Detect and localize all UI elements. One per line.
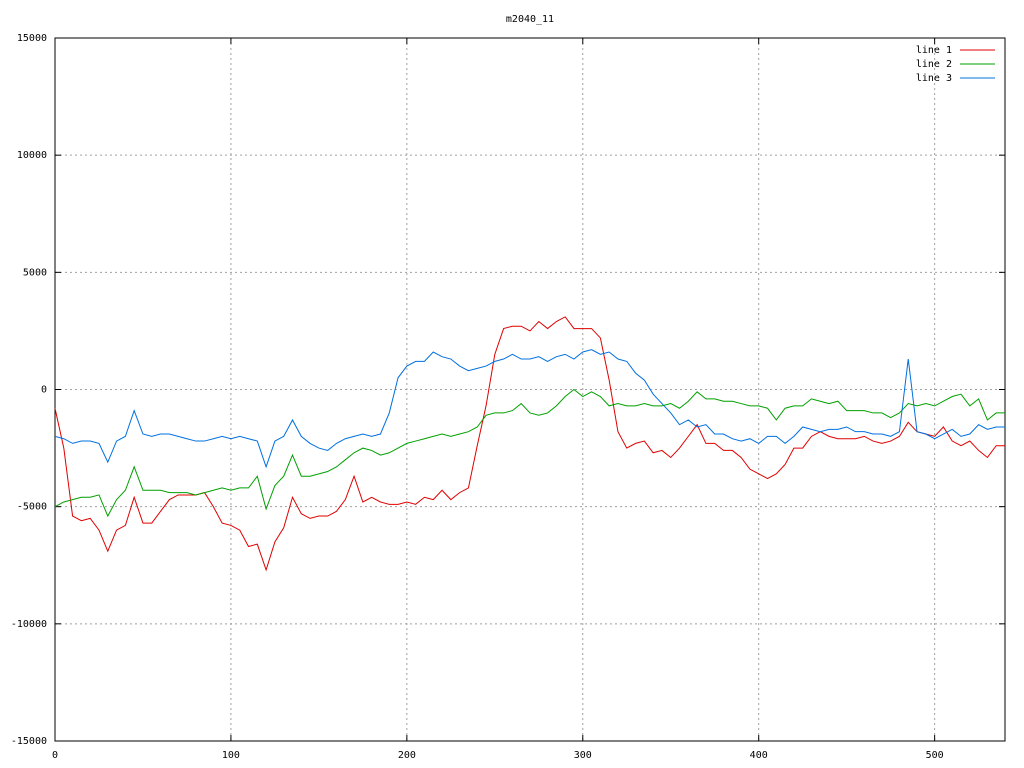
legend-label: line 3 [916, 73, 952, 84]
y-tick-label: -10000 [11, 619, 47, 630]
y-tick-label: 5000 [23, 267, 47, 278]
x-tick-label: 0 [52, 750, 58, 761]
series-line [54, 349, 1005, 469]
legend-label: line 1 [916, 45, 952, 56]
y-tick-label: 15000 [17, 33, 47, 44]
y-tick-label: -15000 [11, 736, 47, 747]
legend-label: line 2 [916, 59, 952, 70]
x-tick-label: 400 [750, 750, 768, 761]
x-tick-label: 500 [926, 750, 944, 761]
x-tick-label: 200 [398, 750, 416, 761]
chart-title: m2040_11 [506, 14, 554, 25]
y-tick-label: 10000 [17, 150, 47, 161]
x-tick-label: 300 [574, 750, 592, 761]
series-line [54, 316, 1005, 572]
y-tick-label: 0 [41, 385, 47, 396]
series-line [54, 388, 1005, 518]
y-tick-label: -5000 [17, 502, 47, 513]
plot-border [54, 37, 1006, 742]
x-tick-label: 100 [222, 750, 240, 761]
